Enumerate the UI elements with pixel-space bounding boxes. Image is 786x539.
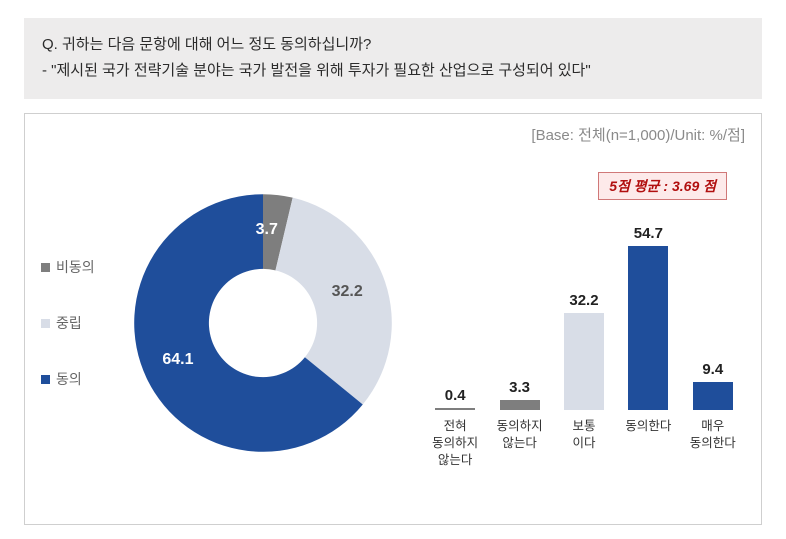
bar-value: 32.2: [569, 292, 598, 309]
legend-item: 중립: [41, 313, 123, 333]
avg-badge: 5점 평균 : 3.69 점: [598, 172, 727, 200]
bar-value: 0.4: [445, 387, 466, 404]
bar-label: 동의하지않는다: [490, 418, 550, 469]
charts-row: 비동의 중립 동의 3.7 32.2 64.1 0.4 3.3 32.2 54.7 9.4 …: [41, 153, 745, 493]
chart-area: [Base: 전체(n=1,000)/Unit: %/점] 5점 평균 : 3.…: [24, 113, 762, 525]
donut-slice-value: 64.1: [162, 351, 193, 369]
legend-label: 중립: [56, 313, 82, 333]
bar-rect: [435, 408, 475, 410]
bar-rect: [564, 313, 604, 410]
question-line-2: - "제시된 국가 전략기술 분야는 국가 발전을 위해 투자가 필요한 산업으…: [42, 58, 744, 84]
question-line-1: Q. 귀하는 다음 문항에 대해 어느 정도 동의하십니까?: [42, 32, 744, 58]
bar-column: 32.2: [555, 292, 613, 410]
bar-label: 매우동의한다: [683, 418, 743, 469]
donut-slice-value: 3.7: [256, 221, 278, 239]
bar-chart: 0.4 3.3 32.2 54.7 9.4 전혀동의하지않는다동의하지않는다보통이다동의…: [423, 210, 745, 490]
bar-label: 동의한다: [618, 418, 678, 469]
bar-label: 전혀동의하지않는다: [425, 418, 485, 469]
legend-swatch: [41, 375, 50, 384]
legend-swatch: [41, 263, 50, 272]
bar-column: 3.3: [491, 379, 549, 410]
bar-rect: [628, 246, 668, 410]
bar-value: 3.3: [509, 379, 530, 396]
question-box: Q. 귀하는 다음 문항에 대해 어느 정도 동의하십니까? - "제시된 국가…: [24, 18, 762, 99]
legend-swatch: [41, 319, 50, 328]
bar-column: 9.4: [684, 361, 742, 410]
base-text: [Base: 전체(n=1,000)/Unit: %/점]: [41, 124, 745, 145]
bar-rect: [500, 400, 540, 410]
bar-column: 54.7: [619, 225, 677, 410]
bar-label: 보통이다: [554, 418, 614, 469]
bar-rect: [693, 382, 733, 410]
bar-value: 54.7: [634, 225, 663, 242]
donut-chart: 3.7 32.2 64.1: [123, 183, 403, 463]
bar-value: 9.4: [702, 361, 723, 378]
legend-item: 동의: [41, 369, 123, 389]
bar-column: 0.4: [426, 387, 484, 410]
legend-label: 비동의: [56, 257, 95, 277]
donut-slice-value: 32.2: [332, 283, 363, 301]
legend-item: 비동의: [41, 257, 123, 277]
legend: 비동의 중립 동의: [41, 257, 123, 389]
legend-label: 동의: [56, 369, 82, 389]
